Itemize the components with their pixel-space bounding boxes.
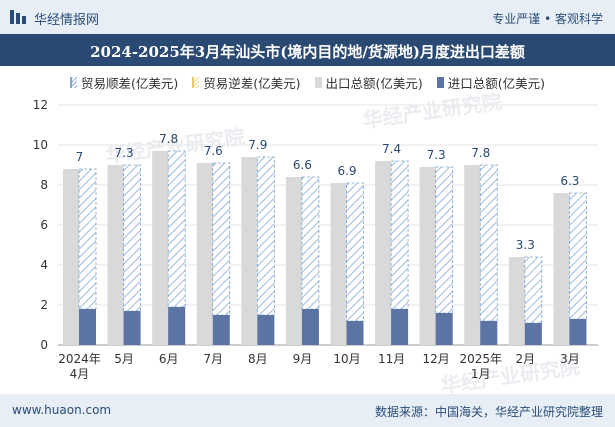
import-bar [391, 309, 409, 345]
surplus-bar [301, 176, 320, 310]
data-label: 3.3 [516, 238, 535, 252]
surplus-bar [212, 162, 231, 316]
legend-item-deficit: 贸易逆差(亿美元) [192, 73, 301, 92]
y-tick-label: 10 [33, 138, 48, 152]
import-bar [168, 307, 186, 345]
import-bar [301, 309, 319, 345]
data-label: 7.3 [427, 148, 446, 162]
import-bar [524, 323, 542, 345]
x-tick-label: 11月 [378, 352, 405, 366]
x-tick-label: 4月 [70, 367, 90, 381]
surplus-bar [435, 166, 454, 314]
x-tick-label: 12月 [423, 352, 450, 366]
y-tick-label: 6 [40, 218, 48, 232]
legend-label-deficit: 贸易逆差(亿美元) [203, 76, 301, 91]
import-bar [123, 311, 141, 345]
legend-item-import: 进口总额(亿美元) [436, 73, 546, 92]
import-bar [212, 315, 230, 345]
surplus-bar [78, 168, 97, 310]
data-label: 7.4 [382, 142, 401, 156]
surplus-bar [256, 156, 275, 316]
legend-swatch-deficit [192, 77, 200, 88]
legend-swatch-surplus [69, 77, 77, 88]
surplus-bar [346, 182, 364, 322]
website-link[interactable]: www.huaon.com [12, 403, 112, 417]
data-label: 7.3 [115, 146, 134, 160]
x-tick-label: 6月 [159, 352, 179, 366]
logo-icon [10, 10, 26, 24]
chart-title: 2024-2025年3月年汕头市(境内目的地/货源地)月度进出口差额 [90, 43, 525, 61]
brand-name: 华经情报网 [34, 13, 100, 28]
legend-swatch-export [314, 77, 322, 88]
x-tick-label: 8月 [248, 352, 268, 366]
import-bar [435, 313, 453, 345]
y-tick-label: 4 [40, 258, 48, 272]
import-bar [79, 309, 96, 345]
surplus-bar [479, 164, 498, 322]
import-bar [569, 319, 587, 345]
x-tick-label: 5月 [114, 352, 134, 366]
x-tick-label: 1月 [471, 367, 491, 381]
surplus-bar [524, 256, 543, 324]
surplus-bar [569, 192, 587, 320]
y-tick-label: 8 [40, 178, 48, 192]
data-label: 7.6 [204, 144, 223, 158]
x-tick-label: 7月 [203, 352, 223, 366]
data-label: 6.3 [560, 174, 579, 188]
y-tick-label: 12 [33, 98, 48, 112]
chart-legend: 贸易顺差(亿美元) 贸易逆差(亿美元) 出口总额(亿美元) 进口总额(亿美元) [0, 73, 615, 92]
title-bar [0, 34, 615, 66]
legend-item-export: 出口总额(亿美元) [314, 73, 423, 92]
data-label: 6.6 [293, 158, 312, 172]
legend-label-export: 出口总额(亿美元) [325, 76, 423, 91]
data-label: 7.9 [248, 138, 267, 152]
footer-bar [0, 394, 615, 427]
y-tick-label: 0 [40, 338, 48, 352]
surplus-bar [167, 150, 186, 308]
x-tick-label: 2025年 [459, 352, 502, 366]
import-bar [480, 321, 498, 345]
y-tick-label: 2 [40, 298, 48, 312]
import-bar [346, 321, 364, 345]
x-tick-label: 3月 [560, 352, 580, 366]
x-tick-label: 2024年 [58, 352, 101, 366]
legend-item-surplus: 贸易顺差(亿美元) [69, 73, 179, 92]
surplus-bar [390, 160, 409, 310]
data-label: 6.9 [337, 164, 356, 178]
legend-swatch-import [436, 77, 444, 88]
legend-label-import: 进口总额(亿美元) [447, 76, 546, 91]
legend-label-surplus: 贸易顺差(亿美元) [80, 76, 179, 91]
import-bar [257, 315, 275, 345]
x-tick-label: 9月 [293, 352, 313, 366]
surplus-bar [123, 164, 141, 312]
data-source: 数据来源：中国海关，华经产业研究院整理 [374, 405, 603, 419]
data-label: 7 [76, 150, 84, 164]
tagline: 专业严谨 • 客观科学 [492, 12, 603, 26]
x-tick-label: 2月 [516, 352, 536, 366]
data-label: 7.8 [471, 146, 490, 160]
top-bar [0, 0, 615, 34]
x-tick-label: 10月 [333, 352, 360, 366]
data-label: 7.8 [159, 132, 178, 146]
